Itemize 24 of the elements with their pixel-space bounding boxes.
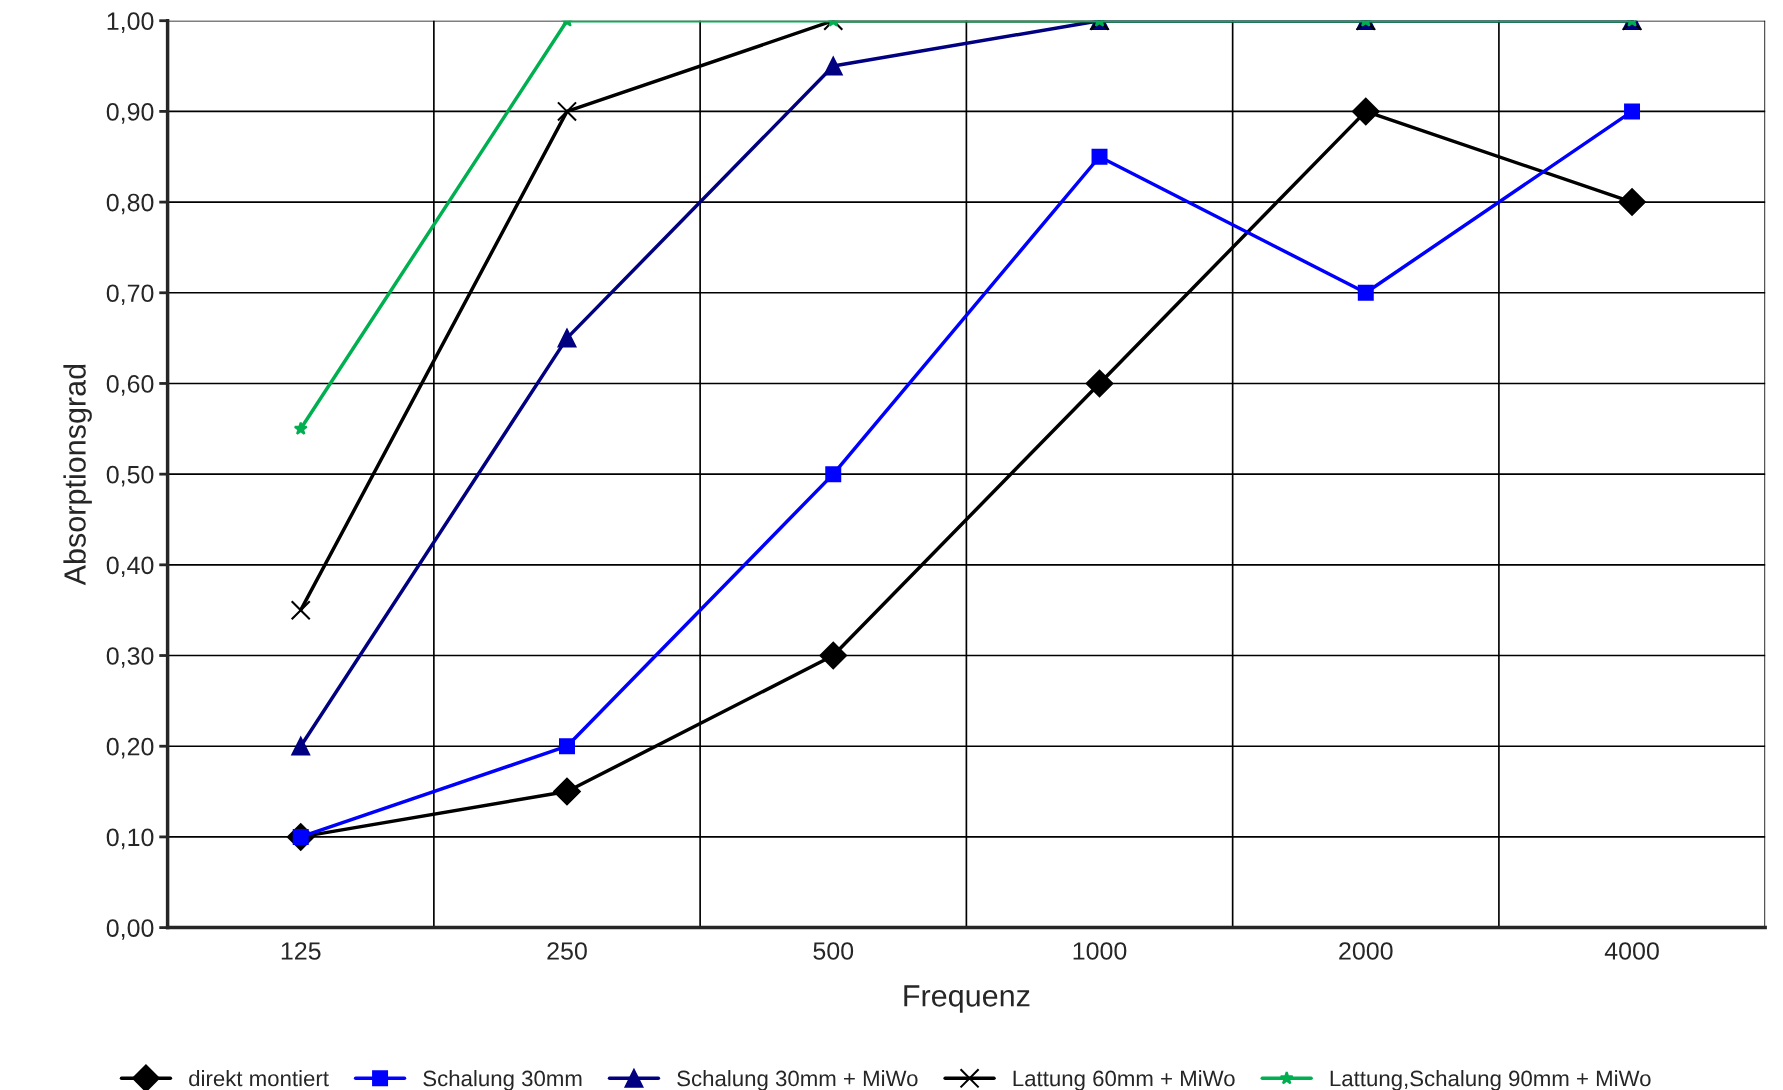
- y-tick-label: 0,80: [106, 193, 154, 215]
- legend-label: Lattung,Schalung 90mm + MiWo: [1330, 1070, 1651, 1090]
- x-tick-label: 500: [813, 942, 854, 960]
- legend-label: Schalung 30mm + MiWo: [677, 1070, 918, 1090]
- y-tick-label: 0,10: [106, 828, 154, 850]
- y-tick-label: 0,40: [106, 556, 154, 578]
- legend-label: Lattung 60mm + MiWo: [1013, 1070, 1235, 1090]
- y-tick-label: 0,00: [106, 919, 154, 940]
- y-tick-label: 0,60: [106, 375, 154, 396]
- legend-label: Schalung 30mm: [423, 1070, 582, 1090]
- x-tick-label: 250: [547, 942, 587, 960]
- y-tick-label: 0,90: [106, 103, 154, 124]
- y-tick-label: 0,30: [106, 647, 154, 668]
- x-tick-label: 2000: [1339, 942, 1393, 960]
- y-tick-label: 0,20: [106, 737, 154, 759]
- legend-label: direkt montiert: [189, 1070, 329, 1087]
- y-tick-label: 0,50: [106, 465, 154, 487]
- y-tick-label: 0,70: [106, 284, 154, 306]
- y-tick-label: 1,00: [107, 12, 154, 33]
- x-tick-label: 1000: [1073, 942, 1127, 960]
- x-tick-label: 4000: [1604, 942, 1659, 960]
- y-axis-title: Absorptionsgrad: [63, 364, 92, 586]
- x-tick-label: 125: [281, 942, 321, 960]
- x-axis-title: Frequenz: [904, 985, 1030, 1013]
